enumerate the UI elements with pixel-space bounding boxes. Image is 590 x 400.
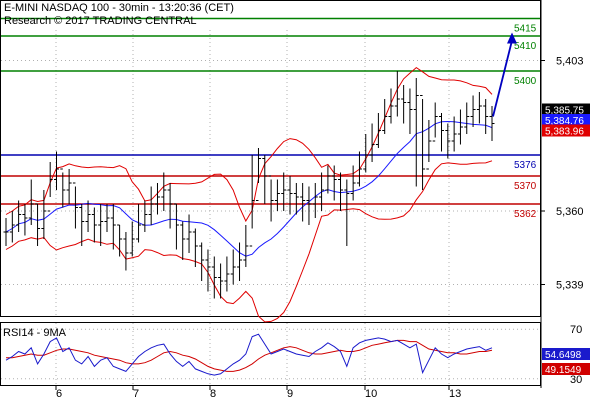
y-tick-label: 5,360 bbox=[556, 206, 584, 218]
band-value-label-box bbox=[542, 124, 590, 137]
forecast-arrow bbox=[492, 32, 517, 117]
y-tick-label: 5,403 bbox=[556, 56, 584, 68]
band-value-label: 5,383.96 bbox=[545, 127, 584, 138]
level-label: 5376 bbox=[514, 160, 537, 171]
y-tick-label: 5,339 bbox=[556, 280, 584, 292]
x-tick-label: 6 bbox=[56, 388, 62, 400]
chart-title: E-MINI NASDAQ 100 - 30min - 13:20:36 (CE… bbox=[4, 2, 234, 14]
axis-labels: 6 7 8 9 10 13 5,403 5,360 5,339 70 30 5,385.755,384… bbox=[55, 56, 590, 400]
rsi-lines bbox=[5, 333, 493, 376]
rsi-title: RSI14 - 9MA bbox=[3, 327, 67, 339]
x-tick-label: 10 bbox=[365, 388, 377, 400]
x-tick-label: 13 bbox=[449, 388, 461, 400]
ma-value-label: 5,384.76 bbox=[545, 116, 584, 127]
level-label: 5415 bbox=[514, 24, 537, 35]
level-label: 5362 bbox=[514, 209, 537, 220]
level-label: 5400 bbox=[514, 76, 537, 87]
rsi-value-label: 54.6498 bbox=[545, 350, 582, 361]
forecast-arrow-head bbox=[507, 32, 517, 44]
x-tick-label: 7 bbox=[133, 388, 139, 400]
bollinger-bands bbox=[5, 66, 493, 323]
x-tick-label: 8 bbox=[210, 388, 216, 400]
bollinger-upper-line bbox=[5, 66, 493, 223]
moving-average-line bbox=[5, 120, 493, 257]
current-price-label-box bbox=[542, 103, 590, 116]
rsi-tick-label: 30 bbox=[570, 374, 582, 386]
copyright-text: Research © 2017 TRADING CENTRAL bbox=[4, 15, 197, 27]
support-resistance-levels: 5415 5410 5400 5376 5370 5362 bbox=[1, 17, 540, 220]
rsi-ma-line bbox=[6, 339, 493, 372]
level-label: 5410 bbox=[514, 41, 537, 52]
candlesticks bbox=[3, 71, 495, 299]
ma-value-label-box bbox=[542, 114, 590, 126]
rsi-value-label-box bbox=[542, 348, 590, 360]
current-price-label: 5,385.75 bbox=[545, 106, 584, 117]
level-label: 5370 bbox=[514, 181, 537, 192]
rsi-line bbox=[5, 333, 493, 376]
price-panel-frame bbox=[0, 0, 541, 317]
x-tick-label: 9 bbox=[287, 388, 293, 400]
bollinger-lower-line bbox=[5, 160, 493, 323]
moving-average bbox=[5, 120, 493, 257]
forecast-arrow-line bbox=[492, 40, 513, 117]
rsi-tick-label: 70 bbox=[570, 324, 582, 336]
rsi-ma-value-label-box bbox=[542, 363, 590, 375]
rsi-ma-value-label: 49.1549 bbox=[545, 365, 582, 376]
